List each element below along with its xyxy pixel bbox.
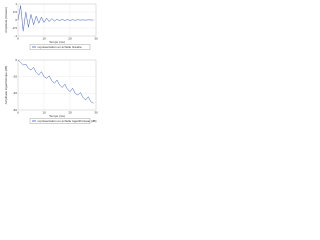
data-line — [17, 5, 94, 32]
y-tick-label: -60 — [13, 108, 18, 112]
y-tick-label: 0 — [15, 58, 17, 62]
y-tick-label: -1 — [14, 34, 17, 38]
y-tick-label: -40 — [13, 91, 18, 95]
legend-label: représentation en échelle linéaire — [38, 45, 83, 49]
x-tick-label: 30 — [94, 36, 98, 40]
x-tick-label: 20 — [68, 110, 72, 114]
plot-area — [17, 59, 97, 111]
x-axis-label: Temps (ms) — [49, 114, 65, 118]
x-tick-label: 30 — [94, 110, 98, 114]
y-axis-label: Amplitude (linéaire) — [4, 7, 8, 33]
y-axis-label: Amplitude logarithmique (dB) — [4, 66, 8, 105]
legend-label: représentation en échelle logarithmique … — [38, 119, 97, 123]
y-tick-label: -0.5 — [12, 26, 18, 30]
x-tick-label: 0 — [17, 36, 19, 40]
y-tick-label: -20 — [13, 74, 18, 78]
legend-box — [29, 44, 91, 50]
y-tick-label: 1 — [15, 2, 17, 6]
y-tick-label: 0.5 — [13, 10, 18, 14]
y-tick-label: 0 — [15, 18, 17, 22]
x-tick-label: 10 — [42, 110, 46, 114]
x-tick-label: 20 — [68, 36, 72, 40]
x-tick-label: 10 — [42, 36, 46, 40]
x-axis-label: Temps (ms) — [49, 40, 65, 44]
x-tick-label: 0 — [17, 110, 19, 114]
legend-box — [29, 118, 91, 124]
data-line — [17, 59, 94, 104]
